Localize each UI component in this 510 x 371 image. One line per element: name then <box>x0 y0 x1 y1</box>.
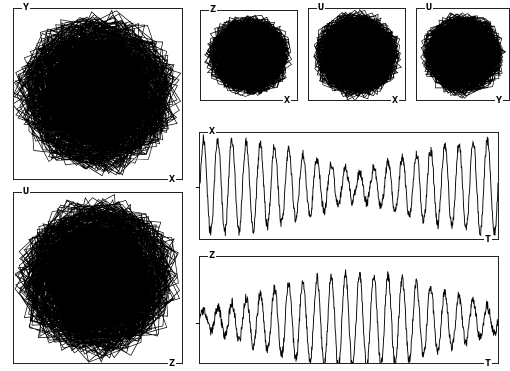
trace-scribble <box>14 9 182 177</box>
axis-label-horizontal: Z <box>167 358 176 369</box>
trace-spikes <box>216 24 282 87</box>
axis-label-vertical: U <box>22 186 31 197</box>
trace-scribble <box>204 14 293 97</box>
time-series-x-t: X T <box>196 127 499 245</box>
trace-waveform <box>200 134 498 237</box>
axis-label-horizontal: Y <box>494 95 503 106</box>
time-series-z-t: Z T <box>196 251 499 369</box>
axis-label-vertical: X <box>208 126 217 137</box>
axis-label-horizontal: T <box>483 234 492 245</box>
phase-plot-u-z: U Z <box>13 187 183 369</box>
axis-label-vertical: U <box>317 2 326 13</box>
trace-spikes <box>35 33 158 153</box>
trace-spikes <box>433 23 493 86</box>
axis-label-horizontal: X <box>282 95 291 106</box>
axis-label-vertical: Z <box>209 4 218 15</box>
trace-waveform <box>200 269 498 363</box>
trace-spikes <box>324 22 391 87</box>
phase-trace-y-x <box>14 9 182 177</box>
phase-plot-y-x: Y X <box>13 3 183 185</box>
trace-spikes <box>36 219 159 337</box>
zero-tick-left <box>196 187 200 188</box>
time-trace-x-t <box>200 134 498 237</box>
time-trace-z-t <box>200 269 498 363</box>
axis-label-horizontal: X <box>390 95 399 106</box>
phase-trace-u-x <box>313 9 403 100</box>
axis-label-vertical: U <box>425 2 434 13</box>
zero-tick-left <box>196 323 200 324</box>
phase-plot-u-x: U X <box>308 3 406 106</box>
axis-label-horizontal: T <box>483 358 492 369</box>
axis-label-vertical: Y <box>22 2 31 13</box>
phase-trace-u-z <box>14 194 181 363</box>
phase-plot-u-y: U Y <box>416 3 510 106</box>
axis-label-vertical: Z <box>208 250 217 261</box>
phase-trace-z-x <box>204 14 293 97</box>
phase-trace-u-y <box>420 12 507 99</box>
phase-plot-z-x: Z X <box>200 5 298 106</box>
axis-label-horizontal: X <box>167 174 176 185</box>
